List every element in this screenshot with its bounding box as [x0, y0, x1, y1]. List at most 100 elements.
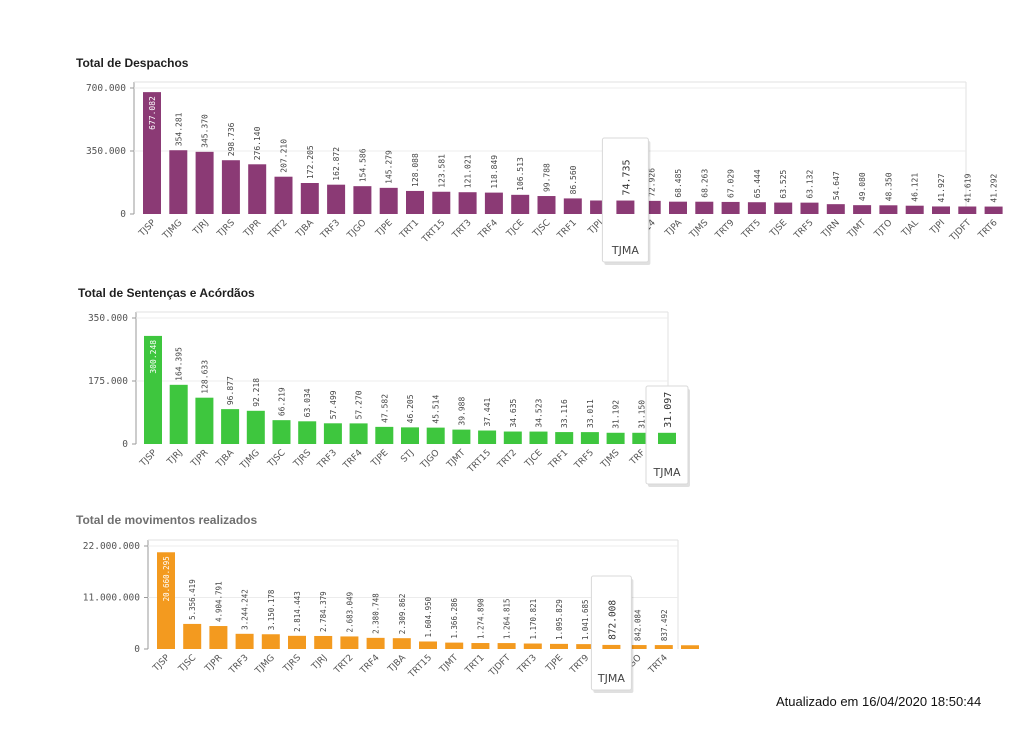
- value-label: 99.788: [543, 163, 552, 192]
- value-label: 1.041.685: [581, 599, 590, 640]
- x-tick-label: TRT4: [646, 653, 670, 677]
- bar-movimentos-15[interactable]: [550, 643, 568, 649]
- bar-sentencas-17[interactable]: [580, 432, 599, 444]
- bar-sentencas-16[interactable]: [555, 432, 574, 444]
- bar-movimentos-7[interactable]: [340, 636, 359, 649]
- chart-sentencas[interactable]: 0 175.000 350.000 300.248 TJSP 164.395 TJRJ 128…: [0, 302, 1024, 502]
- value-label: 1.366.286: [450, 597, 459, 638]
- y-tick-label: 700.000: [86, 83, 126, 94]
- bar-sentencas-5[interactable]: [272, 420, 291, 444]
- bar-sentencas-6[interactable]: [298, 421, 317, 444]
- highlight-category-label: TJMA: [653, 466, 681, 479]
- bar-sentencas-14[interactable]: [503, 431, 522, 444]
- bar-despachos-4[interactable]: [248, 164, 267, 214]
- bar-despachos-11[interactable]: [432, 191, 451, 214]
- bar-sentencas-10[interactable]: [401, 427, 419, 444]
- bar-despachos-12[interactable]: [458, 192, 477, 214]
- bar-movimentos-8[interactable]: [366, 637, 385, 649]
- x-tick-label: TJRS: [281, 653, 303, 675]
- bar-sentencas-1[interactable]: [169, 384, 188, 444]
- bar-despachos-15[interactable]: [537, 196, 556, 214]
- value-label: 145.279: [385, 150, 394, 184]
- bar-despachos-10[interactable]: [406, 190, 424, 214]
- bar-despachos-8[interactable]: [353, 186, 372, 214]
- bar-despachos-27[interactable]: [853, 205, 872, 214]
- value-label: 3.150.178: [267, 589, 276, 630]
- bar-movimentos-12[interactable]: [471, 643, 490, 649]
- bar-sentencas-11[interactable]: [426, 427, 445, 444]
- bar-sentencas-3[interactable]: [221, 409, 240, 444]
- bar-sentencas-12[interactable]: [452, 429, 471, 444]
- bar-despachos-0[interactable]: [143, 92, 161, 214]
- bar-movimentos-5[interactable]: [288, 635, 306, 649]
- bar-movimentos-13[interactable]: [497, 643, 516, 649]
- bar-despachos-28[interactable]: [879, 205, 898, 214]
- x-tick-label: TRT6: [976, 218, 1000, 242]
- bar-despachos-9[interactable]: [379, 187, 398, 214]
- value-label: 31.192: [612, 400, 621, 429]
- bar-sentencas-13[interactable]: [478, 430, 497, 444]
- value-label: 128.088: [411, 153, 420, 187]
- bar-movimentos-9[interactable]: [392, 638, 411, 649]
- bar-movimentos-6[interactable]: [314, 635, 333, 649]
- x-tick-label: TJSC: [531, 218, 553, 240]
- value-label: 39.988: [457, 397, 466, 426]
- bar-sentencas-19[interactable]: [632, 432, 651, 444]
- bar-movimentos-16[interactable]: [576, 644, 595, 649]
- bar-despachos-29[interactable]: [905, 205, 924, 214]
- bar-sentencas-18[interactable]: [606, 432, 625, 444]
- bar-sentencas-4[interactable]: [246, 410, 265, 444]
- value-label: 164.395: [175, 347, 184, 381]
- bar-sentencas-9[interactable]: [375, 426, 394, 444]
- bar-movimentos-14[interactable]: [523, 643, 542, 649]
- value-label: 33.116: [560, 399, 569, 428]
- bar-despachos-3[interactable]: [221, 160, 240, 214]
- bar-despachos-6[interactable]: [300, 183, 319, 214]
- bar-sentencas-8[interactable]: [349, 423, 368, 444]
- value-label: 46.205: [406, 394, 415, 423]
- value-label: 46.121: [911, 173, 920, 202]
- x-tick-label: TJMG: [160, 218, 184, 242]
- y-tick-label: 350.000: [86, 146, 126, 157]
- bar-movimentos-19[interactable]: [654, 645, 673, 649]
- bar-movimentos-4[interactable]: [261, 634, 280, 649]
- bar-sentencas-2[interactable]: [195, 397, 214, 444]
- bar-despachos-16[interactable]: [563, 198, 582, 214]
- bar-movimentos-3[interactable]: [235, 633, 254, 649]
- bar-movimentos-1[interactable]: [183, 623, 202, 649]
- bar-movimentos-0[interactable]: [157, 552, 175, 649]
- bar-despachos-21[interactable]: [695, 201, 714, 214]
- bar-despachos-24[interactable]: [774, 202, 793, 214]
- bar-despachos-13[interactable]: [484, 192, 503, 214]
- bar-sentencas-15[interactable]: [529, 431, 548, 444]
- bar-despachos-26[interactable]: [826, 204, 845, 214]
- bar-despachos-22[interactable]: [721, 201, 740, 214]
- x-tick-label: TJMT: [845, 218, 868, 241]
- bar-despachos-7[interactable]: [327, 184, 346, 214]
- x-tick-label: TRT15: [466, 448, 494, 476]
- value-label: 300.248: [149, 340, 158, 374]
- bar-movimentos-18[interactable]: [628, 645, 647, 649]
- bar-despachos-2[interactable]: [195, 151, 214, 214]
- bar-despachos-31[interactable]: [958, 206, 977, 214]
- value-label: 66.219: [278, 387, 287, 416]
- bar-despachos-1[interactable]: [169, 150, 188, 214]
- value-label: 118.849: [490, 155, 499, 189]
- bar-despachos-25[interactable]: [800, 202, 819, 214]
- bar-sentencas-0[interactable]: [144, 335, 162, 444]
- bar-movimentos-2[interactable]: [209, 626, 228, 649]
- x-tick-label: TJRS: [215, 218, 237, 240]
- chart-movimentos[interactable]: 0 11.000.000 22.000.000 20.660.295 TJSP 5.356…: [0, 530, 1024, 693]
- bar-movimentos-20[interactable]: [681, 645, 699, 649]
- bar-movimentos-11[interactable]: [445, 642, 464, 649]
- bar-despachos-32[interactable]: [984, 206, 1003, 214]
- bar-despachos-5[interactable]: [274, 176, 293, 214]
- bar-movimentos-10[interactable]: [419, 641, 437, 649]
- bar-despachos-20[interactable]: [669, 201, 687, 214]
- bar-despachos-14[interactable]: [511, 194, 530, 214]
- bar-despachos-23[interactable]: [747, 202, 766, 214]
- chart-despachos[interactable]: 0 350.000 700.000 677.082 TJSP 354.281 TJMG 345…: [0, 70, 1024, 270]
- bar-sentencas-7[interactable]: [323, 423, 342, 444]
- bar-despachos-30[interactable]: [932, 206, 950, 214]
- value-label: 57.499: [329, 390, 338, 419]
